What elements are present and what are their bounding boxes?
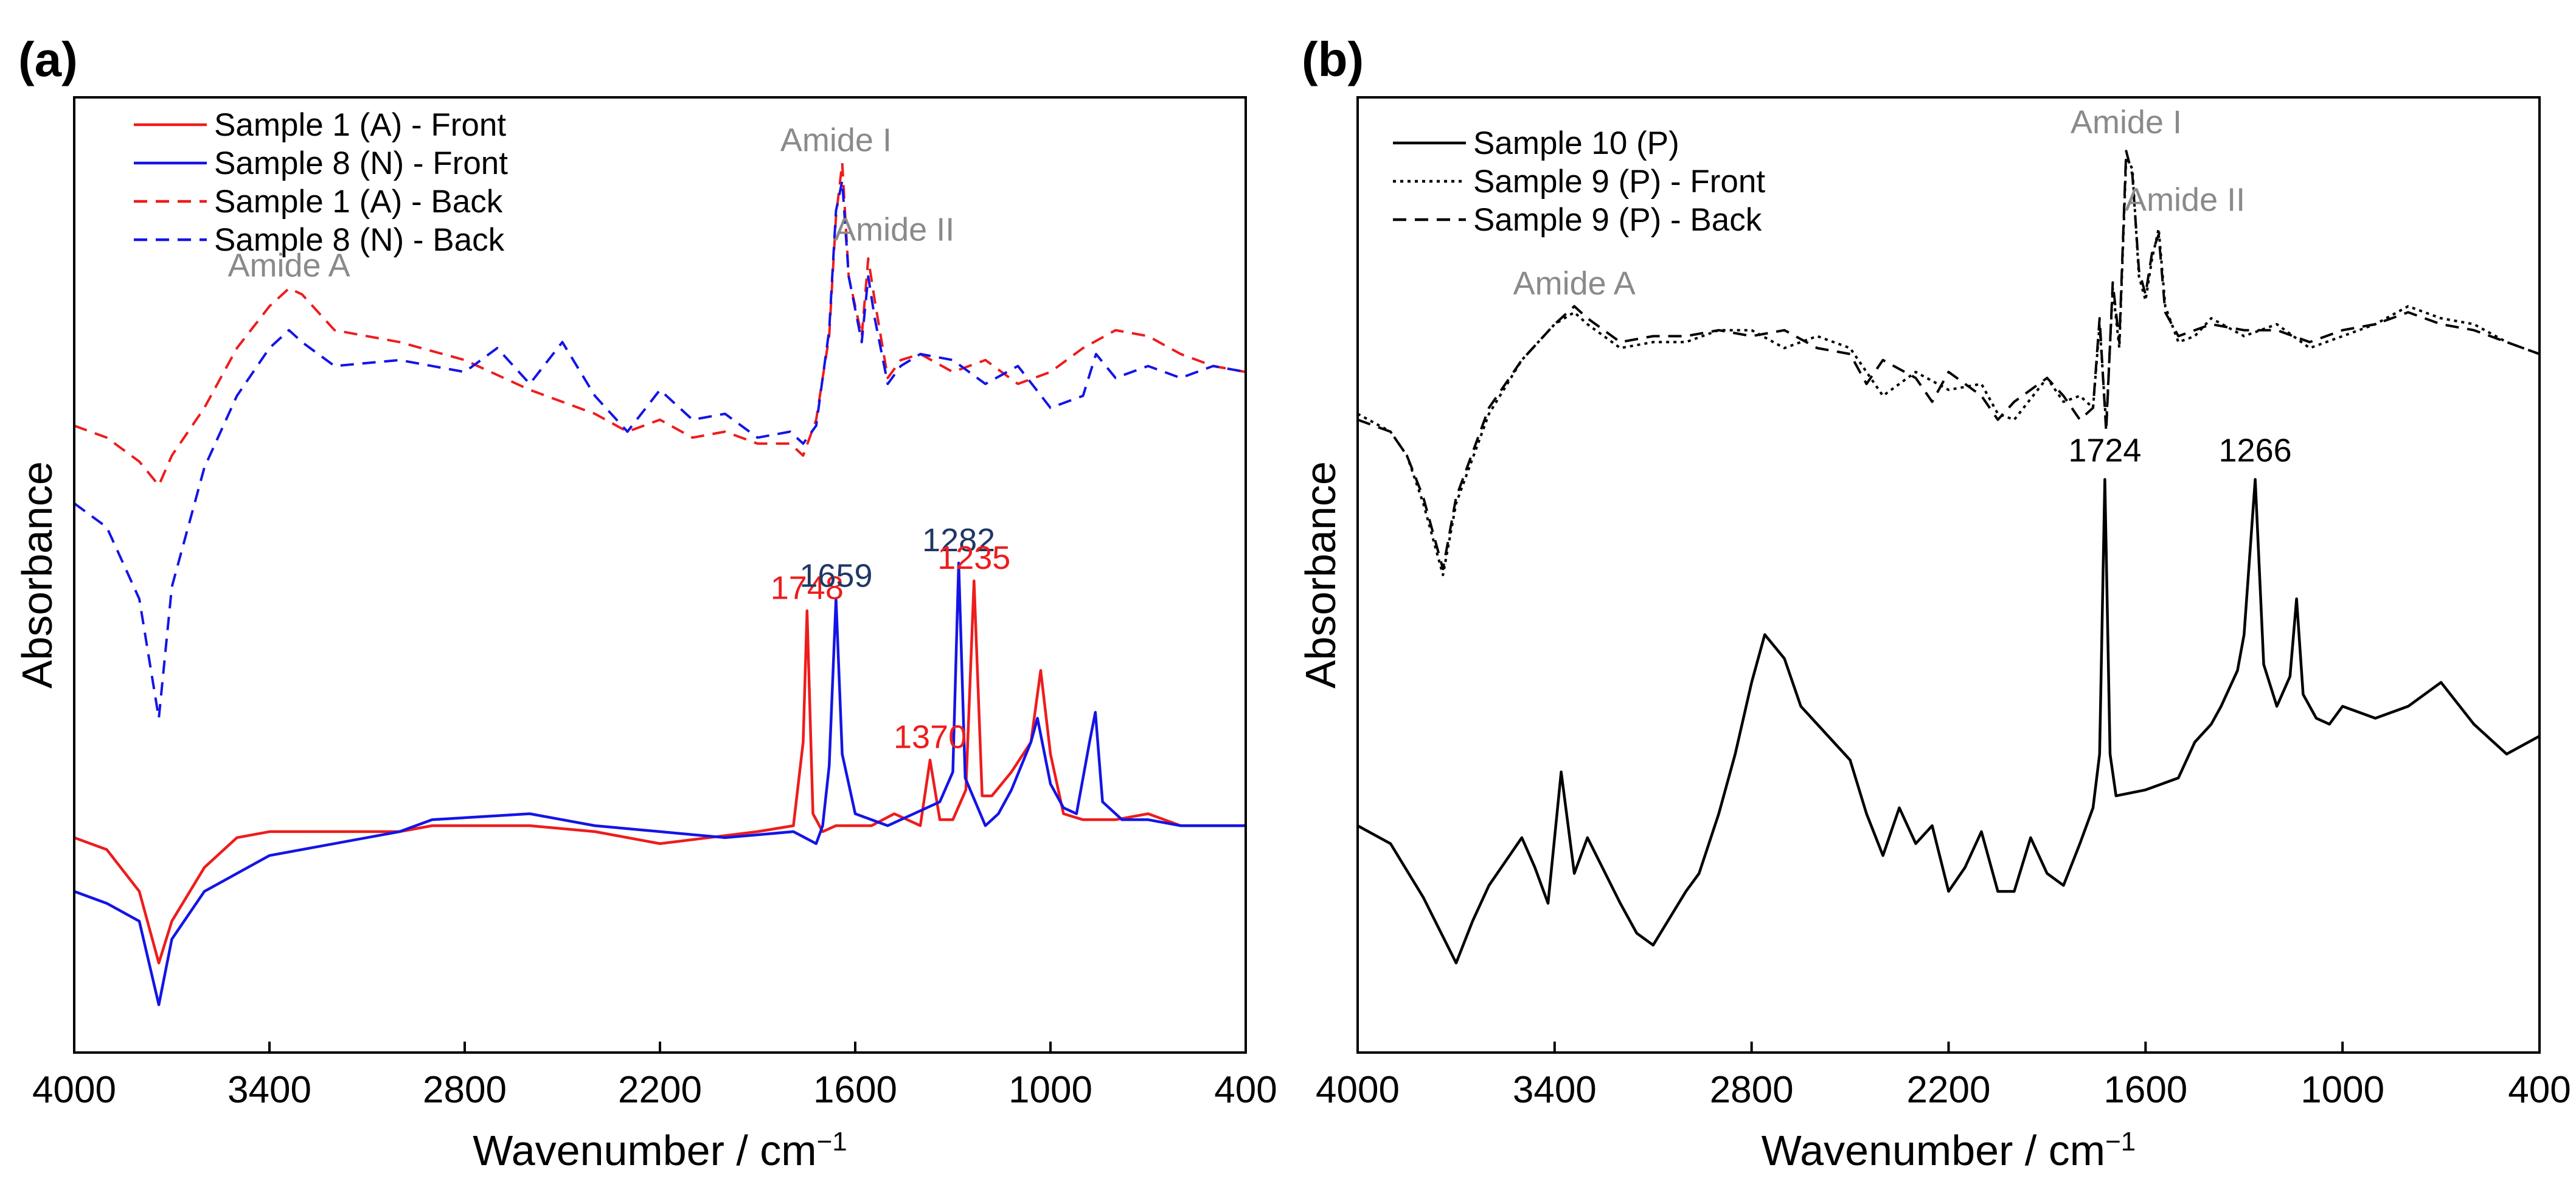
series-line-4 bbox=[73, 179, 1246, 720]
peak-label: 1235 bbox=[937, 540, 1010, 576]
y-axis-title: Absorbance bbox=[1297, 461, 1344, 689]
band-annotation: Amide II bbox=[834, 212, 954, 248]
x-tick-label: 1600 bbox=[2103, 1069, 2187, 1111]
x-tick-label: 1000 bbox=[1009, 1069, 1092, 1111]
x-tick-label: 1000 bbox=[2300, 1069, 2384, 1111]
peak-label: 1659 bbox=[799, 558, 872, 594]
series-line-2 bbox=[1357, 156, 2540, 576]
x-tick-label: 3400 bbox=[1513, 1069, 1597, 1111]
x-tick-label: 4000 bbox=[1316, 1069, 1400, 1111]
x-tick-label: 1600 bbox=[813, 1069, 897, 1111]
peak-label: 1724 bbox=[2068, 433, 2141, 469]
x-tick-label: 3400 bbox=[227, 1069, 311, 1111]
peak-label: 1266 bbox=[2219, 433, 2292, 469]
band-annotation: Amide I bbox=[2071, 104, 2182, 141]
x-tick-label: 400 bbox=[2508, 1069, 2571, 1111]
series-line-3 bbox=[74, 161, 1246, 487]
legend-label: Sample 9 (P) - Back bbox=[1473, 202, 1762, 238]
x-axis-title: Wavenumber / cm−1 bbox=[473, 1127, 847, 1175]
legend-label: Sample 10 (P) bbox=[1473, 125, 1679, 161]
x-tick-label: 2800 bbox=[423, 1069, 507, 1111]
x-tick-label: 4000 bbox=[32, 1069, 116, 1111]
x-axis-title-superscript: −1 bbox=[817, 1127, 847, 1157]
plot-frame bbox=[1356, 96, 2541, 1054]
legend-label: Sample 1 (A) - Back bbox=[214, 184, 503, 220]
band-annotation: Amide II bbox=[2125, 181, 2245, 218]
panel-letter: (a) bbox=[18, 32, 78, 86]
peak-label: 1370 bbox=[894, 719, 967, 756]
band-annotation: Amide I bbox=[780, 122, 892, 158]
series-line-3 bbox=[1357, 150, 2540, 571]
legend-label: Sample 9 (P) - Front bbox=[1473, 164, 1765, 200]
series-line-1 bbox=[74, 579, 1246, 965]
legend-label: Sample 1 (A) - Front bbox=[214, 107, 506, 143]
legend-label: Sample 8 (N) - Front bbox=[214, 145, 508, 181]
band-annotation: Amide A bbox=[1513, 265, 1636, 302]
x-tick-label: 2800 bbox=[1710, 1069, 1794, 1111]
panel-letter: (b) bbox=[1302, 32, 1364, 86]
x-axis-title-superscript: −1 bbox=[2105, 1127, 2136, 1157]
x-axis-title: Wavenumber / cm−1 bbox=[1762, 1127, 2136, 1175]
band-annotation: Amide A bbox=[228, 247, 350, 284]
legend-label: Sample 8 (N) - Back bbox=[214, 222, 505, 258]
x-tick-label: 2200 bbox=[618, 1069, 702, 1111]
series-line-2 bbox=[74, 562, 1246, 1006]
peak-label: 1282 bbox=[922, 522, 995, 559]
series-line-1 bbox=[1356, 478, 2541, 965]
panel-b: (b) 4000 3400 2800 2200 1600 1000 400 Wavenumber… bbox=[1297, 32, 2571, 1174]
y-axis-title: Absorbance bbox=[13, 461, 61, 689]
panel-a: (a) 4000 3400 2800 2200 1600 1000 400 Wavenumber… bbox=[13, 32, 1277, 1174]
x-tick-label: 2200 bbox=[1907, 1069, 1991, 1111]
peak-label: 1748 bbox=[771, 569, 844, 606]
x-tick-label: 400 bbox=[1214, 1069, 1277, 1111]
